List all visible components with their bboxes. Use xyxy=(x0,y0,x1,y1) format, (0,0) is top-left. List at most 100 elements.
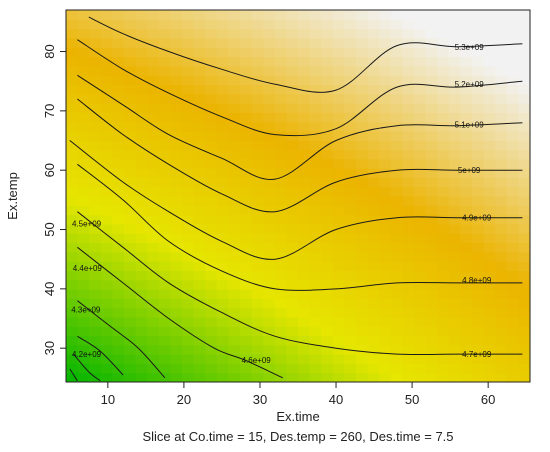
heatmap-cell xyxy=(216,242,229,253)
heatmap-cell xyxy=(240,261,253,271)
heatmap-cell xyxy=(448,19,461,30)
heatmap-cell xyxy=(135,168,148,178)
heatmap-cell xyxy=(228,214,241,225)
heatmap-cell xyxy=(356,168,369,178)
heatmap-cell xyxy=(205,56,218,67)
heatmap-cell xyxy=(472,158,485,169)
heatmap-cell xyxy=(158,205,171,216)
heatmap-cell xyxy=(77,205,90,216)
heatmap-cell xyxy=(100,242,113,253)
heatmap-cell xyxy=(216,363,229,374)
heatmap-cell xyxy=(425,298,438,309)
heatmap-cell xyxy=(379,75,392,85)
heatmap-cell xyxy=(251,214,264,225)
heatmap-cell xyxy=(77,251,90,262)
heatmap-cell xyxy=(390,316,403,327)
heatmap-cell xyxy=(263,363,276,374)
heatmap-cell xyxy=(182,205,195,216)
heatmap-cell xyxy=(147,112,160,123)
heatmap-cell xyxy=(460,298,473,309)
heatmap-cell xyxy=(182,289,195,299)
heatmap-cell xyxy=(495,242,508,253)
heatmap-cell xyxy=(483,363,496,374)
heatmap-cell xyxy=(402,10,415,20)
heatmap-cell xyxy=(274,196,287,206)
heatmap-cell xyxy=(321,354,334,364)
heatmap-cell xyxy=(240,149,253,160)
heatmap-cell xyxy=(158,140,171,151)
heatmap-cell xyxy=(147,307,160,318)
heatmap-cell xyxy=(240,335,253,346)
heatmap-cell xyxy=(240,223,253,234)
heatmap-cell xyxy=(448,233,461,244)
heatmap-cell xyxy=(170,177,183,188)
heatmap-cell xyxy=(251,19,264,30)
heatmap-cell xyxy=(228,10,241,20)
heatmap-cell xyxy=(216,37,229,48)
heatmap-cell xyxy=(170,186,183,197)
heatmap-cell xyxy=(193,149,206,160)
heatmap-cell xyxy=(495,140,508,151)
heatmap-cell xyxy=(344,112,357,123)
heatmap-cell xyxy=(344,121,357,132)
heatmap-cell xyxy=(472,335,485,346)
heatmap-cell xyxy=(216,103,229,113)
heatmap-cell xyxy=(112,354,125,364)
heatmap-cell xyxy=(495,84,508,95)
heatmap-cell xyxy=(309,261,322,271)
heatmap-cell xyxy=(286,168,299,178)
heatmap-cell xyxy=(437,326,450,337)
heatmap-cell xyxy=(251,112,264,123)
heatmap-cell xyxy=(158,344,171,355)
heatmap-cell xyxy=(205,149,218,160)
heatmap-cell xyxy=(274,251,287,262)
heatmap-cell xyxy=(147,242,160,253)
heatmap-cell xyxy=(286,233,299,244)
heatmap-cell xyxy=(77,223,90,234)
heatmap-cell xyxy=(182,158,195,169)
heatmap-cell xyxy=(483,261,496,271)
heatmap-cell xyxy=(321,121,334,132)
heatmap-cell xyxy=(135,186,148,197)
heatmap-cell xyxy=(483,28,496,39)
heatmap-cell xyxy=(193,75,206,85)
heatmap-cell xyxy=(135,261,148,271)
heatmap-cell xyxy=(425,10,438,20)
heatmap-cell xyxy=(205,84,218,95)
heatmap-cell xyxy=(286,214,299,225)
heatmap-cell xyxy=(274,363,287,374)
heatmap-cell xyxy=(205,307,218,318)
heatmap-cell xyxy=(263,112,276,123)
heatmap-cell xyxy=(240,289,253,299)
heatmap-cell xyxy=(251,196,264,206)
heatmap-cell xyxy=(425,344,438,355)
heatmap-cell xyxy=(414,186,427,197)
heatmap-cell xyxy=(425,186,438,197)
heatmap-cell xyxy=(437,354,450,364)
heatmap-cell xyxy=(298,10,311,20)
heatmap-cell xyxy=(414,177,427,188)
heatmap-cell xyxy=(414,19,427,30)
heatmap-cell xyxy=(100,326,113,337)
heatmap-cell xyxy=(240,112,253,123)
heatmap-cell xyxy=(170,205,183,216)
heatmap-cell xyxy=(506,261,519,271)
heatmap-cell xyxy=(298,93,311,104)
heatmap-cell xyxy=(483,177,496,188)
heatmap-cell xyxy=(402,205,415,216)
heatmap-cell xyxy=(124,251,137,262)
contour-label: 5.2e+09 xyxy=(455,80,485,89)
heatmap-cell xyxy=(356,354,369,364)
heatmap-cell xyxy=(216,158,229,169)
heatmap-cell xyxy=(124,279,137,290)
heatmap-cell xyxy=(414,298,427,309)
heatmap-cell xyxy=(425,363,438,374)
heatmap-cell xyxy=(390,130,403,141)
heatmap-cell xyxy=(483,19,496,30)
heatmap-cell xyxy=(356,251,369,262)
heatmap-cell xyxy=(193,261,206,271)
heatmap-cell xyxy=(448,335,461,346)
heatmap-cell xyxy=(124,158,137,169)
heatmap-cell xyxy=(216,19,229,30)
